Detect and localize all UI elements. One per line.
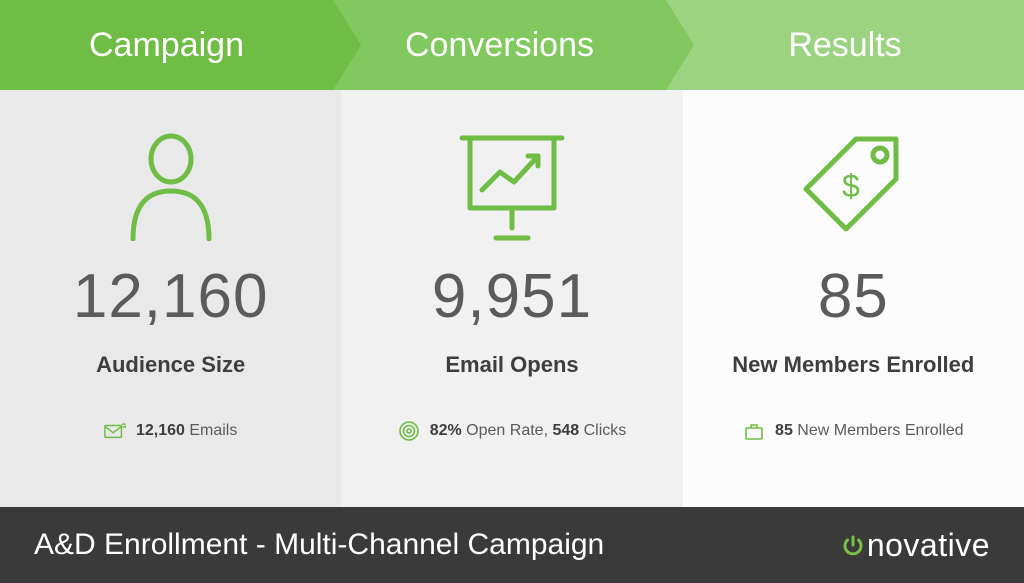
svg-text:$: $ [842, 168, 860, 204]
tab-results: Results [666, 0, 1024, 90]
tab-campaign: Campaign [0, 0, 333, 90]
conversions-column: 9,951 Email Opens 82% Open Rate, 548 Cli… [341, 90, 682, 507]
new-members-sub-text: 85 New Members Enrolled [775, 422, 964, 440]
audience-icon [121, 128, 221, 243]
campaign-column: 12,160 Audience Size 12,160 Emails [0, 90, 341, 507]
footer-title: A&D Enrollment - Multi-Channel Campaign [34, 528, 604, 562]
briefcase-icon [743, 420, 765, 442]
footer-bar: A&D Enrollment - Multi-Channel Campaign … [0, 507, 1024, 583]
campaign-subrow: 12,160 Emails [104, 420, 237, 442]
presentation-icon [452, 128, 572, 243]
openrate-sub-text: 82% Open Rate, 548 Clicks [430, 422, 627, 440]
tab-conversions-label: Conversions [405, 26, 594, 65]
tabs-header: Results Conversions Campaign [0, 0, 1024, 90]
results-column: $ 85 New Members Enrolled 85 New Members… [683, 90, 1024, 507]
tab-campaign-label: Campaign [89, 26, 244, 65]
power-icon [841, 534, 865, 558]
conversions-subrow: 82% Open Rate, 548 Clicks [398, 420, 627, 442]
tab-results-label: Results [788, 26, 901, 65]
new-members-label: New Members Enrolled [732, 352, 974, 378]
email-opens-value: 9,951 [432, 261, 592, 332]
emails-sub-text: 12,160 Emails [136, 422, 237, 440]
audience-size-label: Audience Size [96, 352, 245, 378]
emails-icon [104, 420, 126, 442]
metrics-row: 12,160 Audience Size 12,160 Emails [0, 90, 1024, 507]
onovative-logo: novative [841, 527, 990, 564]
price-tag-icon: $ [798, 128, 908, 243]
audience-size-value: 12,160 [73, 261, 269, 332]
new-members-value: 85 [818, 261, 889, 332]
target-icon [398, 420, 420, 442]
tab-conversions: Conversions [333, 0, 666, 90]
logo-text: novative [867, 527, 990, 564]
results-subrow: 85 New Members Enrolled [743, 420, 964, 442]
email-opens-label: Email Opens [445, 352, 578, 378]
